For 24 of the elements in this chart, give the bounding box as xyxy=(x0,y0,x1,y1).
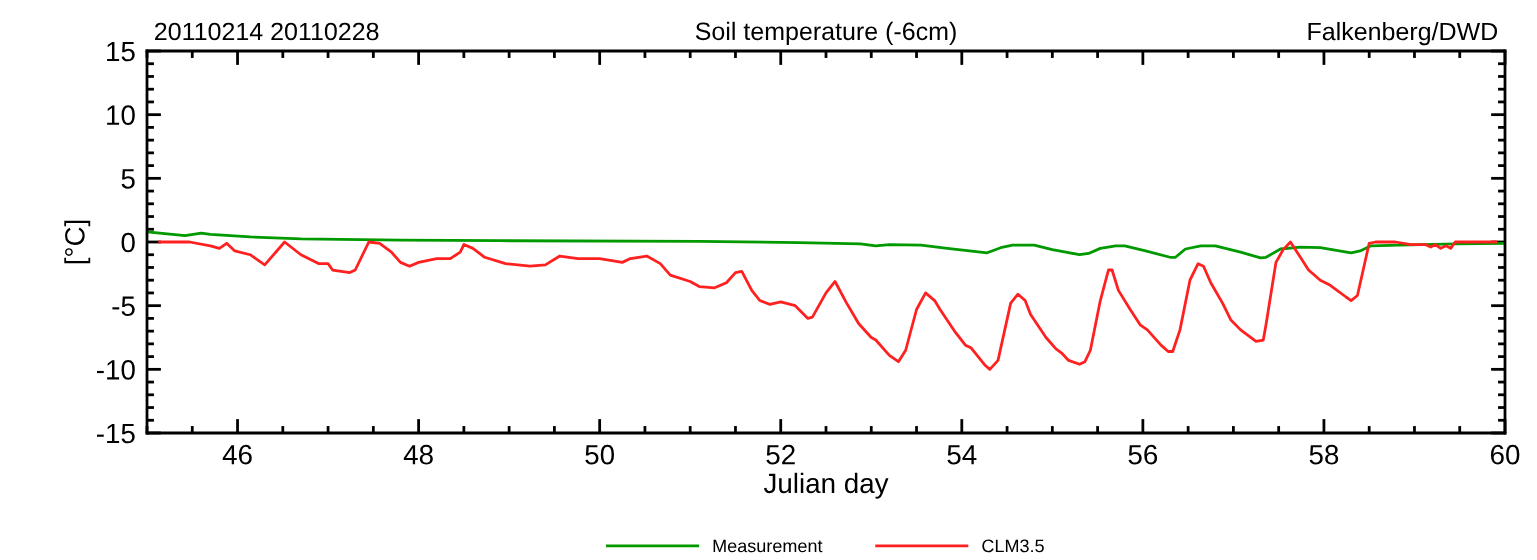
x-tick-label: 54 xyxy=(947,445,977,465)
x-tick-label: 46 xyxy=(222,444,252,465)
y-tick-label: -10 xyxy=(96,360,135,380)
y-axis-title: [°C] xyxy=(64,220,91,264)
x-tick-label: 56 xyxy=(1128,444,1158,465)
line-series xyxy=(147,230,1505,260)
x-tick-label: 60 xyxy=(1490,444,1520,465)
y-tick-label: -15 xyxy=(96,423,135,444)
x-tick-label: 52 xyxy=(766,444,795,465)
y-tick-label: 0 xyxy=(121,232,135,253)
x-tick-label: 58 xyxy=(1309,444,1339,465)
y-tick-label: 15 xyxy=(107,41,135,62)
y-tick-label: -5 xyxy=(112,296,135,317)
text: 20110214 20110228 xyxy=(155,22,379,41)
legend-label: CLM3.5 xyxy=(982,539,1044,553)
y-tick-label: 5 xyxy=(121,169,135,189)
legend-label: Measurement xyxy=(713,539,823,553)
x-axis-title: Julian day xyxy=(763,472,889,499)
x-tick-label: 50 xyxy=(585,444,615,465)
y-tick-label: 10 xyxy=(107,105,135,126)
line-series xyxy=(158,240,1498,371)
chart-title: Soil temperature (-6cm) xyxy=(695,21,956,46)
x-tick-label: 48 xyxy=(403,444,433,465)
text: Falkenberg/DWD xyxy=(1308,21,1498,46)
